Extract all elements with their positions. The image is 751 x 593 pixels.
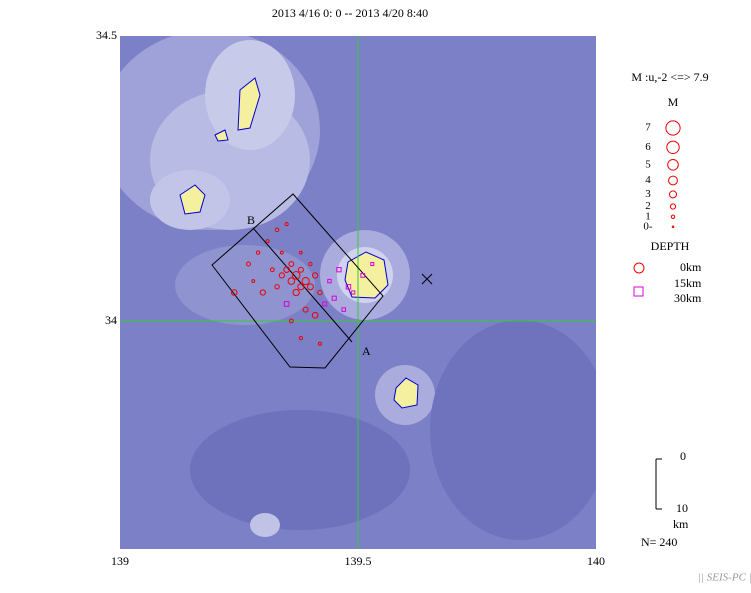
legend-symbol (668, 175, 678, 186)
quake (297, 266, 304, 273)
x-tick-label: 139 (111, 554, 129, 568)
legend-symbol (665, 120, 681, 136)
legend-symbol (666, 140, 680, 155)
title: 2013 4/16 0: 0 -- 2013 4/20 8:40 (272, 6, 428, 20)
legend-title: DEPTH (651, 239, 690, 253)
legend-title: M (668, 95, 679, 109)
quake (327, 278, 332, 284)
quake (301, 277, 310, 286)
quake (287, 277, 296, 285)
quake (302, 306, 309, 313)
quake (322, 301, 328, 307)
quake (345, 284, 352, 290)
footer: || SEIS-PC || (698, 572, 751, 584)
quake (331, 295, 337, 301)
quake (284, 221, 289, 227)
y-tick-label: 34 (105, 313, 117, 327)
x-tick-label: 139.5 (345, 554, 372, 568)
depth-label: 15km (674, 276, 702, 290)
quake (279, 250, 284, 255)
scale-bar (655, 458, 662, 510)
scale-unit: km (673, 517, 689, 531)
quake (308, 261, 313, 267)
quake (283, 301, 290, 307)
quake (255, 250, 261, 255)
legend-label: 2 (645, 200, 651, 212)
quake (288, 261, 295, 267)
depth-symbol (633, 262, 645, 274)
depth-label: 30km (674, 291, 702, 305)
x-tick-label: 140 (587, 554, 605, 568)
legend-label: 7 (645, 122, 651, 134)
quake (251, 279, 256, 284)
legend-symbol (669, 190, 677, 199)
cross-marker (421, 273, 433, 285)
quake (246, 261, 251, 267)
section-line (252, 227, 353, 343)
terrain (120, 36, 596, 549)
quake (351, 290, 356, 295)
legend-label: 4 (645, 174, 651, 186)
quake (291, 271, 301, 280)
quake (341, 307, 347, 312)
quake (317, 289, 323, 296)
legend-label: 0- (643, 220, 653, 232)
depth-symbol (633, 286, 644, 297)
legend-range: M :u,-2 <=> 7.9 (631, 70, 708, 84)
section-label: B (247, 213, 255, 227)
count: N= 240 (641, 535, 677, 549)
legend-symbol (670, 214, 676, 220)
legend-symbol (669, 203, 677, 210)
legend-label: 3 (645, 188, 651, 200)
legend-symbol (671, 225, 675, 229)
quake (306, 283, 314, 291)
y-tick-label: 34.5 (96, 28, 117, 42)
quake (317, 341, 322, 346)
section-box (211, 193, 384, 369)
section-label: A (362, 344, 371, 358)
legend-symbol (667, 159, 679, 171)
scale-label: 0 (680, 449, 686, 463)
quake (269, 267, 275, 273)
quake (311, 272, 319, 279)
quake (259, 289, 266, 296)
legend-label: 6 (645, 141, 651, 153)
quake (265, 239, 270, 244)
quake (360, 273, 366, 278)
depth-label: 0km (680, 260, 702, 274)
quake (274, 227, 280, 233)
scale-label: 10 (676, 501, 688, 515)
legend-label: 5 (645, 158, 651, 170)
quake (274, 284, 280, 290)
quake (288, 318, 294, 324)
quake (292, 288, 300, 297)
quake (278, 272, 285, 279)
quake (311, 311, 319, 319)
quake (283, 266, 290, 273)
quake (230, 289, 238, 296)
quake (299, 250, 303, 255)
legend-label: 1 (645, 210, 651, 222)
quake (370, 261, 375, 267)
quake (297, 283, 305, 291)
quake (336, 267, 342, 273)
quake (298, 335, 303, 341)
